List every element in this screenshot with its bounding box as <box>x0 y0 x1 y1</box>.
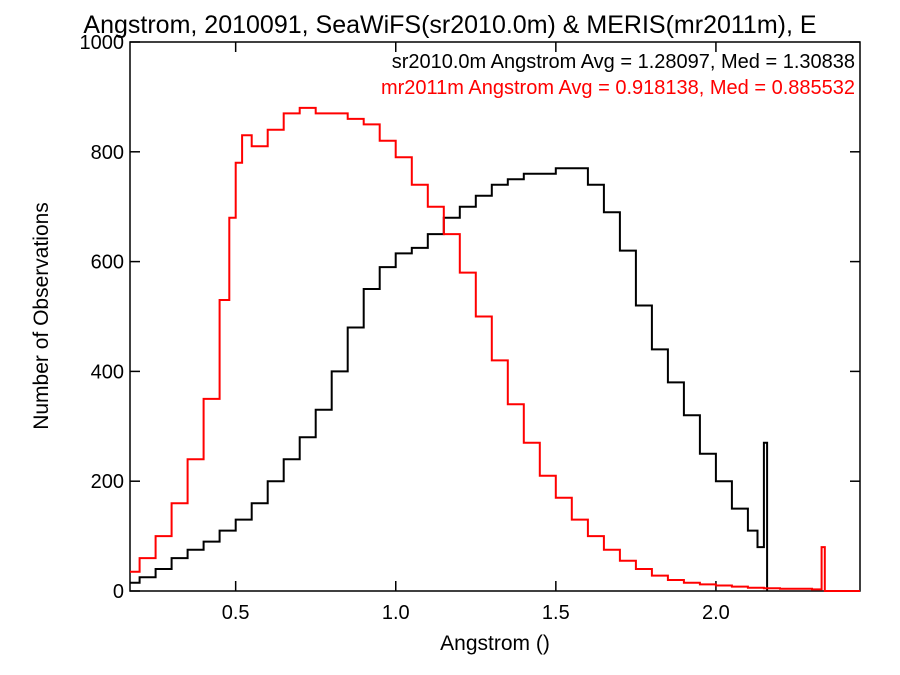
x-tick-label: 0.5 <box>222 602 250 624</box>
x-axis-label: Angstrom () <box>440 632 550 655</box>
series-layer <box>130 106 860 592</box>
x-tick-label: 1.5 <box>542 602 570 624</box>
series-line-0 <box>130 167 769 591</box>
chart-title: Angstrom, 2010091, SeaWiFS(sr2010.0m) & … <box>83 11 816 39</box>
y-tick-label: 600 <box>91 252 124 274</box>
annotation-sr2010: sr2010.0m Angstrom Avg = 1.28097, Med = … <box>392 51 855 73</box>
series-line-1 <box>130 106 860 592</box>
y-tick-label: 400 <box>91 361 124 383</box>
annotation-mr2011: mr2011m Angstrom Avg = 0.918138, Med = 0… <box>381 77 855 99</box>
y-tick-label: 200 <box>91 471 124 493</box>
y-axis-label: Number of Observations <box>30 202 53 430</box>
x-axis: 0.5 1.0 1.5 2.0 <box>222 42 730 624</box>
plot-frame <box>129 41 861 592</box>
y-tick-label: 1000 <box>80 32 125 54</box>
y-tick-label: 800 <box>91 142 124 164</box>
x-tick-label: 1.0 <box>382 602 410 624</box>
y-tick-label: 0 <box>113 581 124 603</box>
y-axis: 0 200 400 600 800 1000 <box>80 32 860 603</box>
x-tick-label: 2.0 <box>702 602 730 624</box>
